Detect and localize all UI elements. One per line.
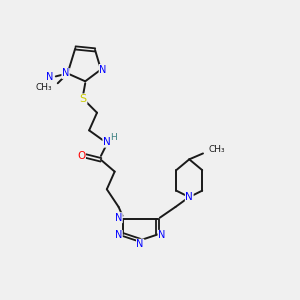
Text: N: N bbox=[115, 213, 122, 223]
Text: N: N bbox=[158, 230, 166, 240]
Text: N: N bbox=[46, 72, 54, 82]
Text: N: N bbox=[62, 68, 69, 78]
Text: N: N bbox=[136, 239, 144, 249]
Text: O: O bbox=[77, 151, 86, 161]
Text: N: N bbox=[115, 230, 122, 240]
Text: H: H bbox=[110, 133, 117, 142]
Text: S: S bbox=[80, 94, 87, 104]
Text: CH₃: CH₃ bbox=[209, 145, 226, 154]
Text: N: N bbox=[103, 137, 111, 147]
Text: CH₃: CH₃ bbox=[35, 83, 52, 92]
Text: N: N bbox=[185, 192, 193, 202]
Text: N: N bbox=[99, 64, 106, 74]
